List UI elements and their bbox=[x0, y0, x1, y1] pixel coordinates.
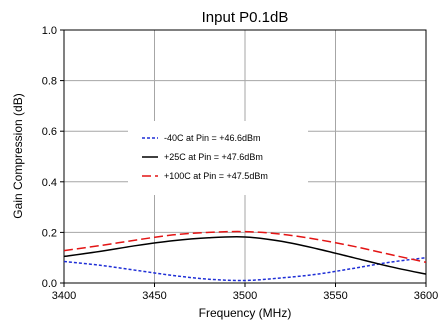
x-tick-label: 3400 bbox=[52, 290, 76, 302]
legend-label-0: -40C at Pin = +46.6dBm bbox=[164, 133, 261, 143]
x-axis-title: Frequency (MHz) bbox=[199, 306, 292, 320]
y-tick-label: 0.8 bbox=[42, 76, 57, 88]
ticks: 3400 3450 3500 3550 3600 0.0 0.2 0.4 0.6 0.8 1.0 bbox=[42, 25, 439, 302]
legend-label-1: +25C at Pin = +47.6dBm bbox=[164, 152, 263, 162]
y-tick-label: 0.4 bbox=[42, 177, 57, 189]
series-line-0 bbox=[63, 256, 427, 282]
legend-box bbox=[128, 121, 308, 195]
y-tick-label: 0.6 bbox=[42, 126, 57, 138]
legend-label-2: +100C at Pin = +47.5dBm bbox=[164, 171, 268, 181]
y-tick-label: 0.0 bbox=[42, 278, 57, 290]
x-tick-label: 3550 bbox=[323, 290, 347, 302]
x-tick-label: 3500 bbox=[233, 290, 257, 302]
x-tick-label: 3450 bbox=[142, 290, 166, 302]
y-tick-label: 1.0 bbox=[42, 25, 57, 37]
x-tick-label: 3600 bbox=[414, 290, 438, 302]
y-axis-title: Gain Compression (dB) bbox=[11, 93, 25, 218]
chart-title: Input P0.1dB bbox=[202, 9, 289, 26]
series-line-2 bbox=[63, 230, 427, 263]
legend: -40C at Pin = +46.6dBm +25C at Pin = +47.… bbox=[128, 121, 308, 195]
y-tick-label: 0.2 bbox=[42, 227, 57, 239]
series-line-1 bbox=[63, 235, 427, 275]
series bbox=[63, 230, 427, 282]
